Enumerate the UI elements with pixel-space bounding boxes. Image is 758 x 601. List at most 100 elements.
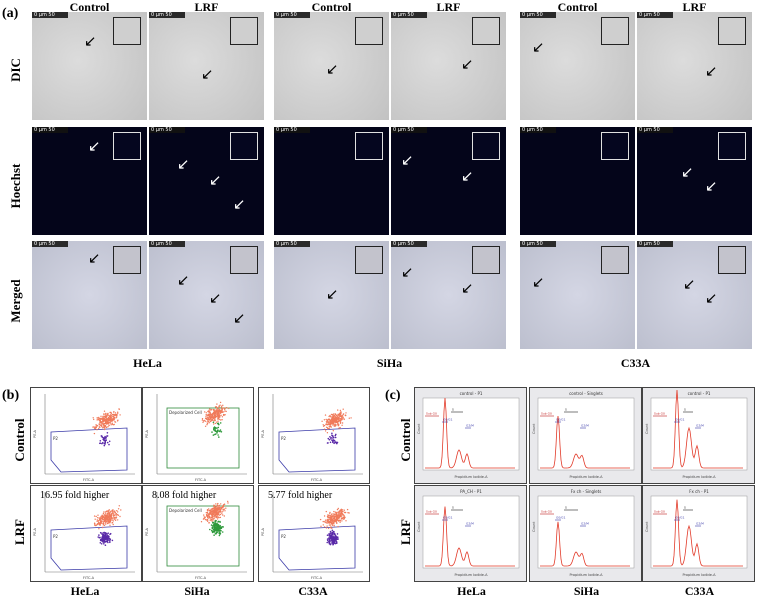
scatter-point [208,509,211,512]
scatter-point [105,510,108,512]
scatter-point [326,419,328,421]
scatter-point-sub [216,526,218,529]
scatter-point [341,417,344,419]
scatter-point [216,504,219,506]
scatter-point [324,414,327,416]
arrow-icon: ↙ [461,279,474,297]
scatter-point [213,423,215,425]
scatter-point-sub [335,538,338,541]
scatter-point-sub [331,536,334,539]
scatter-point [337,423,339,425]
scatter-point [98,528,100,530]
scatter-point-sub [102,535,104,538]
scatter-point-sub [106,540,108,542]
scatter-point [219,513,222,516]
gate-marker-label: S [684,408,686,412]
scatter-point [334,413,336,415]
scatter-point [337,507,339,510]
flow-svg: Depolarized Cell FITC-A PE-A [145,492,247,580]
scatter-point [223,414,226,416]
scatter-point [206,421,208,423]
scatter-point [213,420,215,422]
scatter-point [109,521,112,523]
gate-marker-label: G0/G1 [556,516,566,520]
gate-rect [166,407,240,469]
scatter-point [214,409,216,411]
scatter-point-sub [328,438,331,441]
scatter-point [336,517,338,519]
scatter-point [106,519,109,521]
scatter-point-sub [218,532,220,535]
scatter-point-sub [106,537,108,539]
scatter-point [213,509,215,512]
gate-marker-label: G2/M [696,424,704,428]
histogram-svg: control - P1 Propidium Iodide-A Count Sub G… [645,389,748,479]
scatter-point [110,420,112,422]
scatter-point [342,408,344,410]
row-label-merged: Merged [8,279,23,323]
y-axis-label: Count [532,521,536,532]
scatter-point [117,412,119,414]
scatter-point-sub [104,535,106,538]
scatter-point [102,519,104,521]
scatter-point [100,515,103,517]
histogram-svg: control - P1 Propidium Iodide-A Count Sub G… [417,391,520,479]
scatter-point-sub [104,441,106,444]
c-cell-line-hela: HeLa [457,584,486,598]
scatter-point [206,511,209,514]
scatter-point [208,416,211,418]
scatter-point [333,418,335,420]
scatter-point [105,515,107,517]
gate-marker-label: G0/G1 [556,418,566,422]
scatter-point [96,419,98,421]
scatter-point-sub [334,441,336,444]
x-axis-label: FITC-A [311,478,323,482]
scatter-point [209,419,211,421]
scatter-point [111,418,113,420]
scatter-point [222,404,224,406]
micrograph-dic-control-hela: 0 µm 50 ↙ [32,12,147,120]
gate-label: P2 [53,436,58,441]
scatter-point [210,509,212,512]
scatter-point [103,415,105,417]
inset-zoom [718,246,746,274]
scatter-point-sub [218,531,220,533]
scatter-point [119,414,121,416]
scatter-point [113,411,115,413]
scatter-point [111,420,114,422]
arrow-icon: ↙ [401,263,414,281]
arrow-icon: ↙ [681,163,694,181]
scatter-point [328,522,331,524]
arrow-icon: ↙ [705,62,718,80]
scale-bar: 0 µm 50 [391,12,427,18]
scatter-point [104,513,107,515]
scatter-point [333,423,335,425]
scatter-point [341,414,343,417]
arrow-icon: ↙ [326,60,339,78]
scatter-point-sub [216,525,218,527]
scatter-point [107,514,109,517]
scatter-point [208,515,211,518]
scatter-point-sub [329,441,332,444]
gate-poly [50,525,128,571]
scatter-point [207,413,209,415]
scatter-point-sub [329,530,332,533]
scatter-point [207,416,209,418]
scatter-point [335,520,337,522]
scatter-point [207,410,209,413]
x-axis-label: FITC-A [83,576,95,580]
scatter-point [219,510,222,512]
scatter-point-sub [217,422,220,425]
scatter-point-sub [327,442,329,444]
scale-bar: 0 µm 50 [637,127,673,133]
scatter-point [339,422,342,424]
micrograph-hoechst-lrf-c33a: 0 µm 50 ↙ ↙ [637,127,752,235]
scatter-point [203,516,205,518]
arrow-icon: ↙ [401,151,414,169]
scatter-point [208,409,210,412]
flow-plot-lrf-hela: P2 FITC-A PE-A [30,485,142,582]
scatter-point-sub [335,433,337,436]
scatter-point-sub [212,434,215,436]
scatter-point [220,410,223,412]
scatter-point [329,516,331,518]
